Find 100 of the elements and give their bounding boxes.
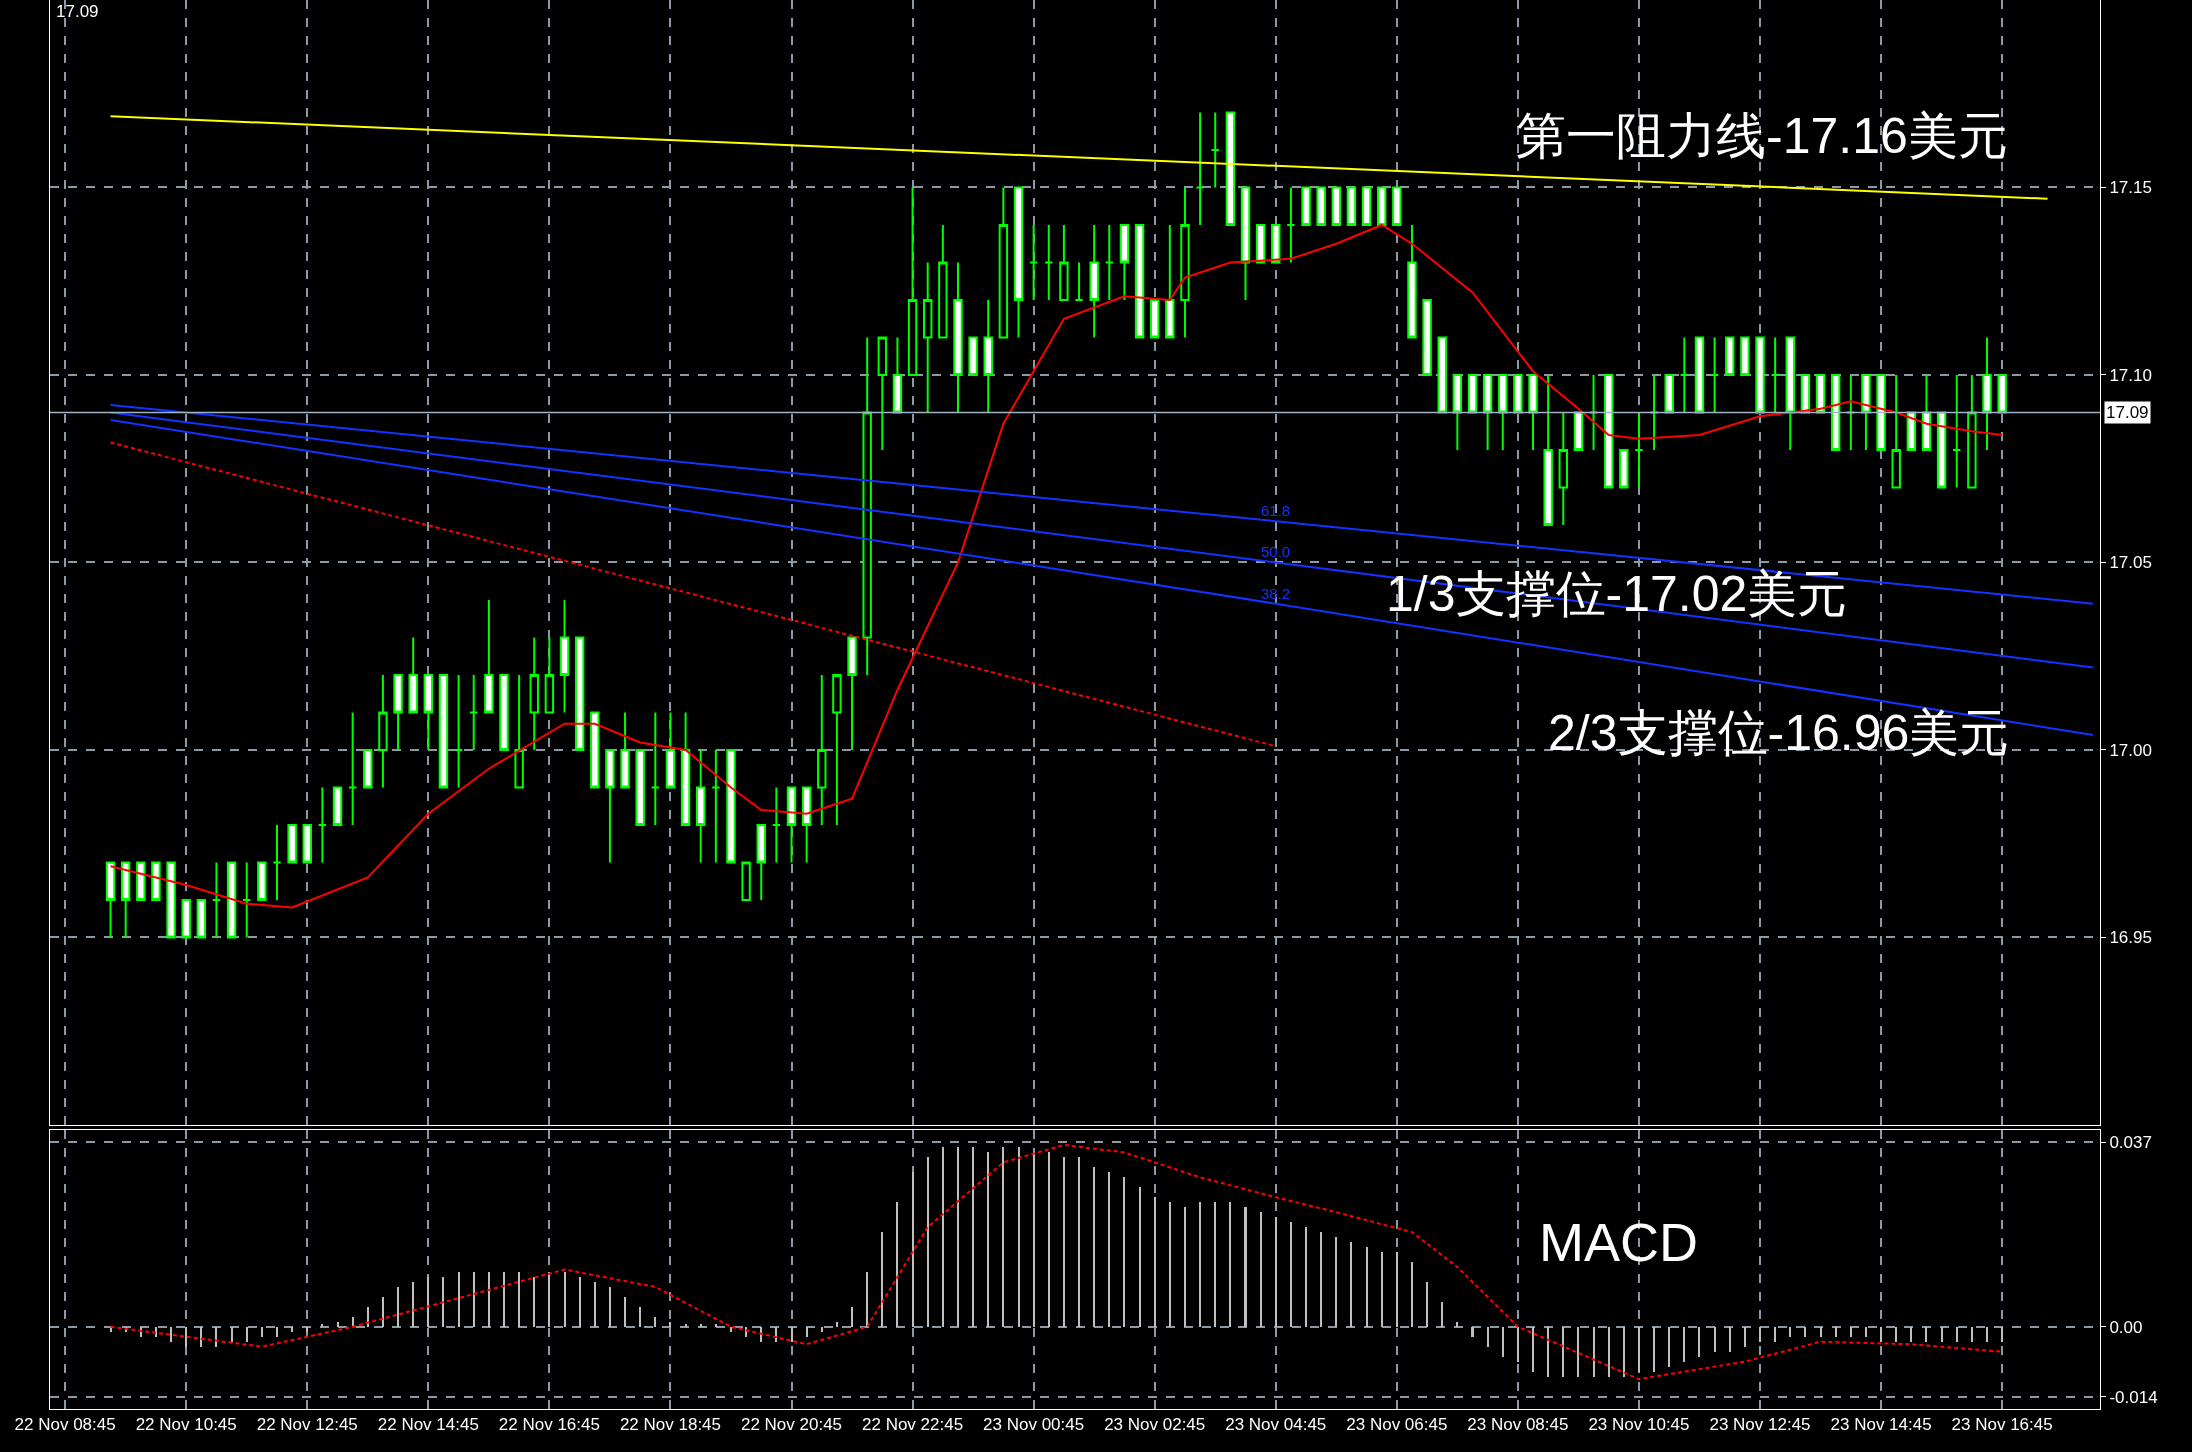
candlestick [529,636,539,751]
bar [1456,1322,1458,1328]
bar [412,1282,414,1328]
candlestick [1361,186,1372,226]
bar [1093,1167,1095,1328]
bar [427,1277,429,1328]
bar [352,1317,354,1328]
bar [155,1327,157,1338]
candlestick [1407,223,1417,339]
candlestick [1573,411,1584,451]
bar [1123,1177,1125,1328]
candlestick [1422,298,1432,376]
candlestick [907,186,918,376]
bar [957,1147,959,1328]
bar [1668,1327,1670,1368]
candlestick [635,748,645,826]
bar [170,1327,172,1343]
bar [1577,1327,1579,1378]
bar [2001,1327,2003,1343]
bar [654,1317,656,1328]
bar [397,1287,399,1328]
candlestick [1316,186,1326,226]
candlestick [801,786,812,864]
bar [624,1297,626,1328]
bar [1865,1327,1867,1338]
candlestick [1876,373,1886,451]
bar [609,1287,611,1328]
x-tick-label: 23 Nov 10:45 [1588,1415,1690,1435]
bar [1366,1247,1368,1328]
annotation: MACD [1539,1212,1698,1272]
bar [1063,1157,1065,1328]
bar [639,1307,641,1328]
bar [1638,1327,1640,1373]
bar [1290,1222,1292,1328]
bar [715,1324,717,1328]
bar [821,1327,823,1333]
candlestick [226,861,237,939]
bar [1214,1202,1216,1328]
candlestick [892,336,903,414]
candlestick [1301,186,1311,226]
x-tick-label: 23 Nov 06:45 [1346,1415,1448,1435]
ref-line-label: 17.09 [2106,403,2149,422]
candlestick [120,861,131,939]
x-tick-label: 22 Nov 18:45 [619,1415,722,1435]
candlestick [1119,223,1130,301]
bar [488,1272,490,1328]
x-tick-label: 22 Nov 22:45 [862,1415,964,1435]
candlestick [1104,223,1115,301]
bar [806,1327,808,1338]
candlestick [438,673,449,789]
candlestick [1694,336,1705,414]
annotation: 2/3支撑位-16.96美元 [1548,705,2010,761]
candlestick [347,711,358,826]
bar [306,1327,308,1333]
candlestick [711,748,721,864]
candlestick [1679,336,1690,414]
candlestick [1709,336,1720,414]
bar [669,1322,671,1328]
annotation: 第一阻力线-17.16美元 [1516,108,2008,164]
bar [1517,1327,1519,1363]
candlestick [1558,411,1568,526]
candlestick [832,673,842,826]
candlestick [1921,373,1932,451]
series-label: 50.0 [1261,543,1291,560]
bar [896,1202,898,1328]
bar [337,1322,339,1328]
candlestick [272,823,282,901]
bar [1184,1207,1186,1328]
annotation: 17.09 [56,2,99,21]
bar [1305,1227,1307,1328]
bar [1698,1327,1700,1358]
candlestick [1240,186,1251,301]
bar [1350,1242,1352,1328]
bar [594,1282,596,1328]
bar [1411,1262,1413,1328]
candlestick [196,898,207,939]
candlestick [1528,373,1538,451]
bar [503,1272,505,1328]
bar [261,1327,263,1338]
candlestick [650,711,661,826]
bar [1774,1327,1776,1343]
candlestick [1286,186,1296,264]
candlestick [771,786,782,864]
candlestick [287,823,297,864]
bar [1835,1327,1837,1338]
bar [1850,1327,1852,1338]
candlestick [484,598,494,714]
candlestick [1755,336,1765,414]
candlestick [499,673,509,751]
bar [1018,1147,1020,1328]
bar [473,1272,475,1328]
bar [1532,1327,1534,1373]
candlestick [1498,373,1508,451]
candlestick [1467,373,1478,414]
candlestick [378,673,388,789]
x-tick-label: 23 Nov 14:45 [1830,1415,1932,1435]
x-tick-label: 22 Nov 08:45 [14,1415,116,1435]
bar [866,1272,868,1328]
candlestick [1180,186,1190,339]
candlestick [1074,261,1084,301]
